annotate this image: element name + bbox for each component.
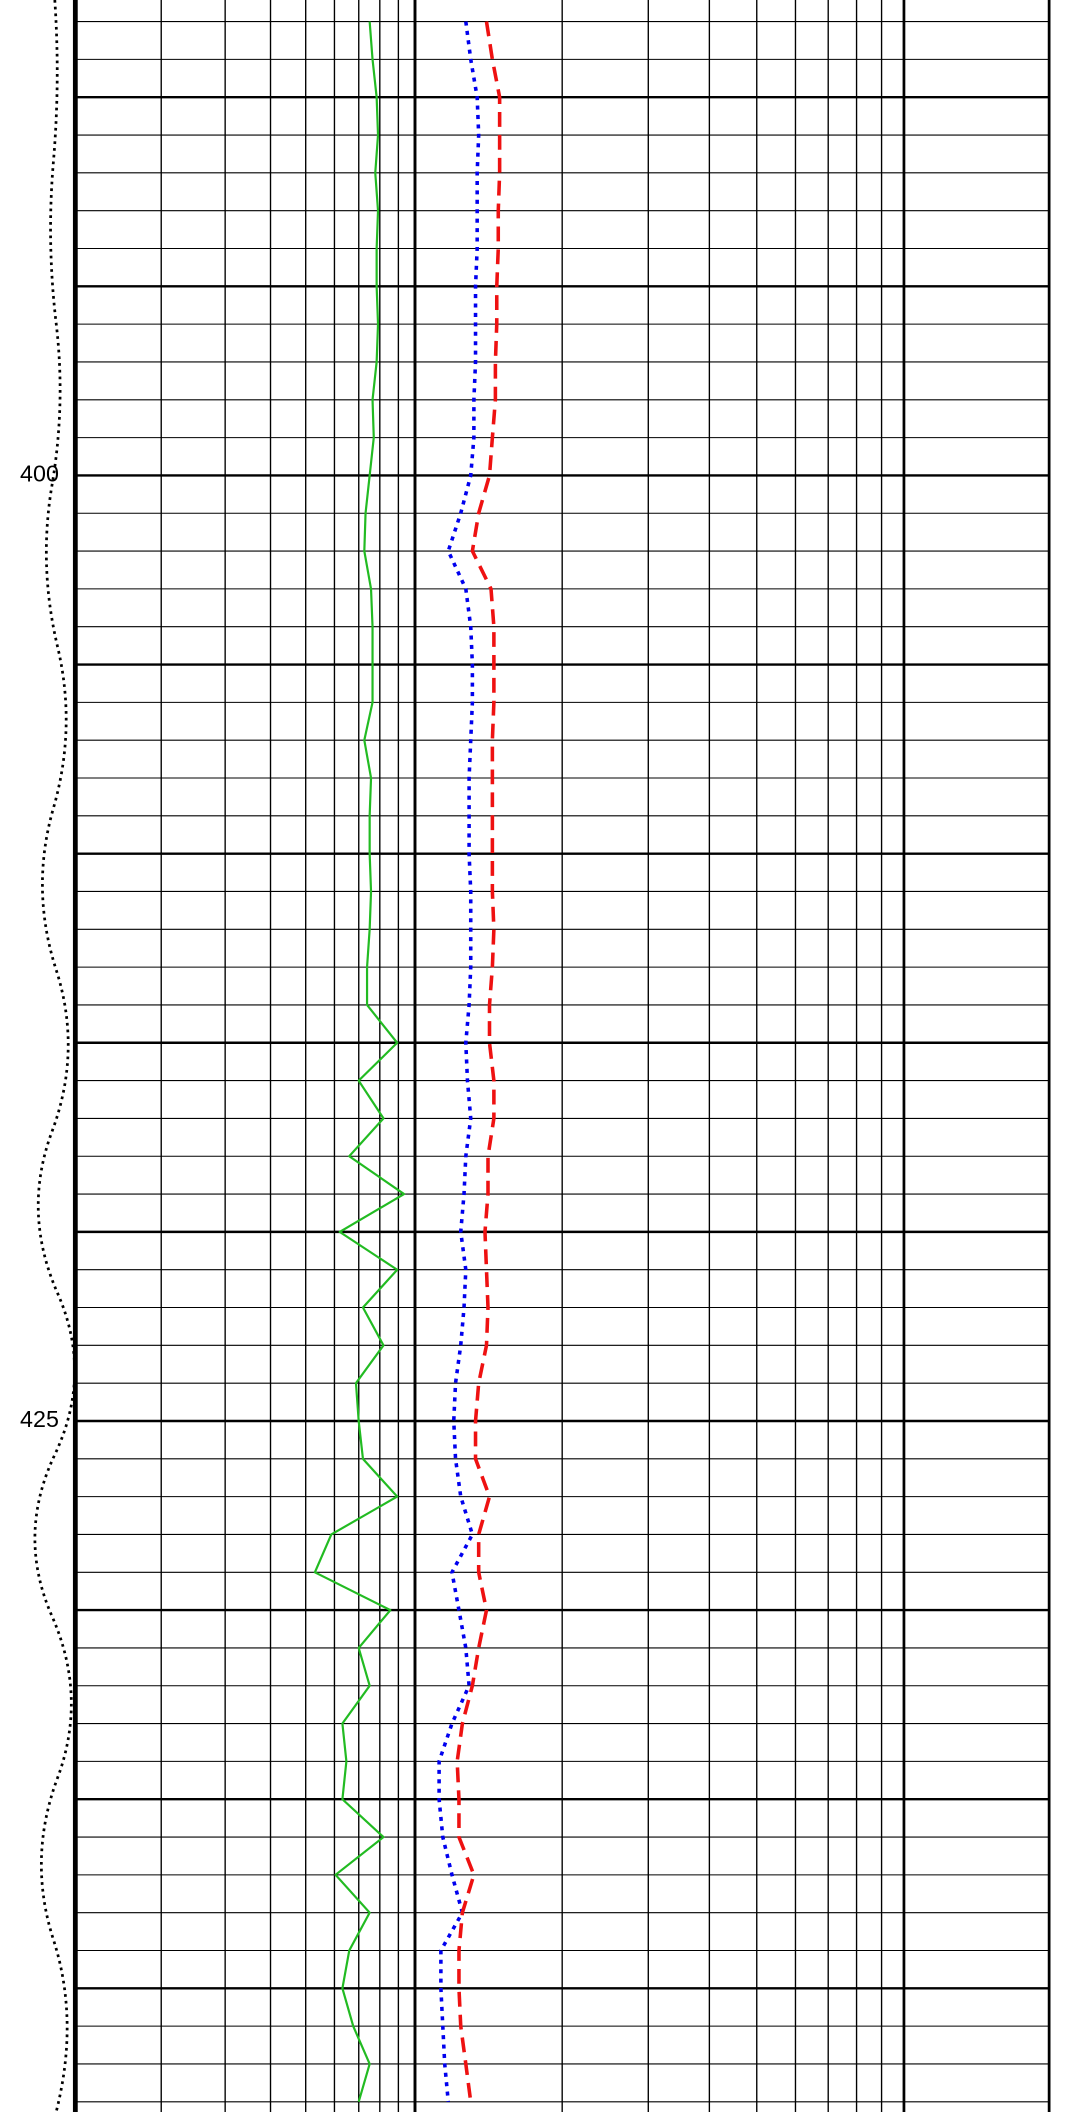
depth-track-curve <box>33 0 77 2112</box>
depth-label: 425 <box>20 1406 59 1432</box>
log-curve <box>437 21 481 2102</box>
curves <box>313 21 502 2103</box>
depth-labels: 400 425 <box>20 461 59 1432</box>
grid <box>75 0 1050 2112</box>
log-curve <box>313 21 406 2103</box>
log-curve <box>455 21 502 2102</box>
depth-label: 400 <box>20 461 59 487</box>
